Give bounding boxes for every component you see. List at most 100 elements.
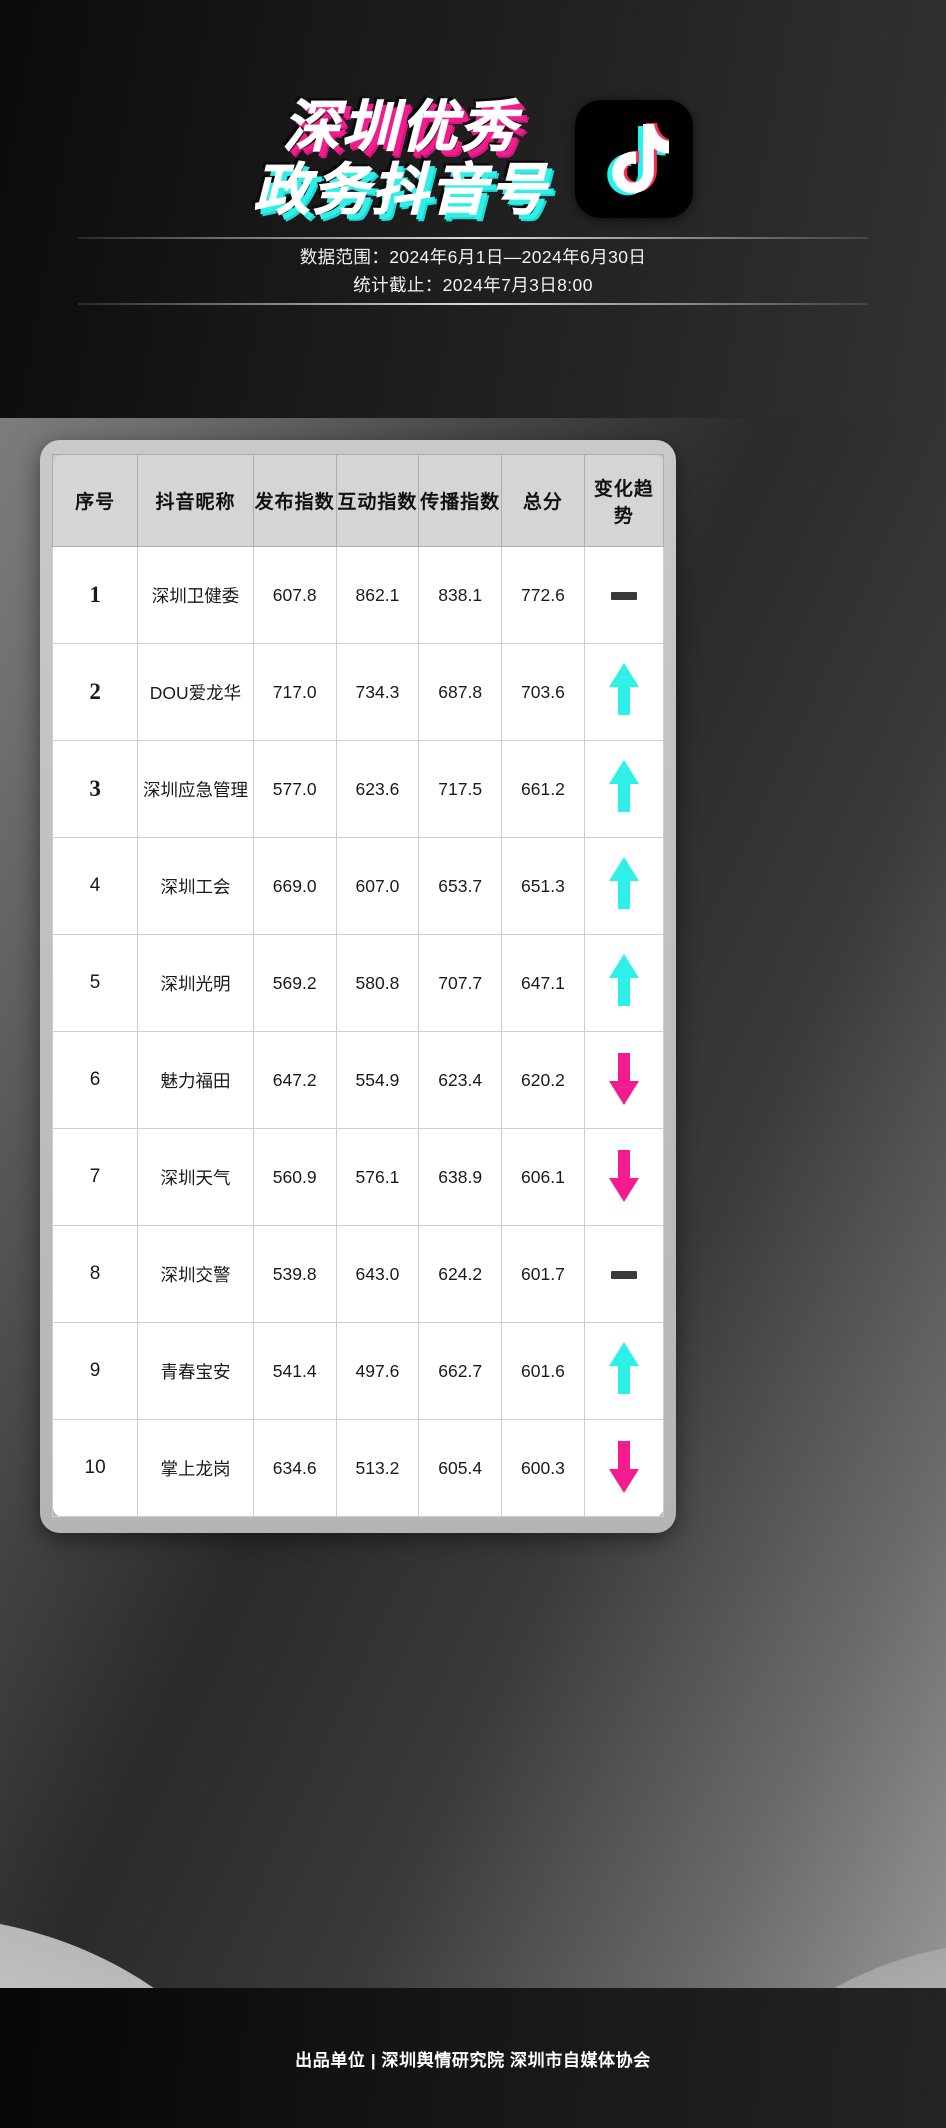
trend-down-icon: [608, 1148, 639, 1202]
cell-spread: 623.4: [418, 1031, 503, 1129]
cell-total: 606.1: [501, 1128, 585, 1226]
cell-name: 魅力福田: [137, 1031, 254, 1129]
table-row: 5 深圳光明 569.2 580.8 707.7 647.1: [51, 934, 665, 1032]
data-range-text: 数据范围：2024年6月1日—2024年6月30日: [299, 247, 647, 267]
cell-trend: [583, 643, 665, 741]
cell-spread: 605.4: [418, 1419, 503, 1517]
trend-flat-icon: [610, 591, 637, 600]
cell-trend: [583, 1128, 665, 1226]
tiktok-logo: [574, 99, 693, 218]
cell-total: 620.2: [501, 1031, 585, 1129]
table-row: 10 掌上龙岗 634.6 513.2 605.4 600.3: [51, 1419, 665, 1517]
ranking-table: 序号 抖音昵称 发布指数 互动指数 传播指数 总分 变化趋势 1 深圳卫健委 607…: [51, 454, 665, 1517]
cell-rank: 9: [51, 1322, 139, 1420]
divider-bottom: [78, 303, 868, 305]
cell-interact: 554.9: [335, 1031, 420, 1129]
table-row: 2 DOU爱龙华 717.0 734.3 687.8 703.6: [51, 643, 665, 741]
cell-publish: 607.8: [252, 546, 337, 644]
table-row: 3 深圳应急管理 577.0 623.6 717.5 661.2: [51, 740, 665, 838]
cell-publish: 541.4: [252, 1322, 337, 1420]
cell-interact: 623.6: [335, 740, 420, 838]
cell-spread: 687.8: [418, 643, 503, 741]
column-header-publish: 发布指数: [252, 454, 337, 547]
table-row: 1 深圳卫健委 607.8 862.1 838.1 772.6: [51, 546, 665, 644]
cell-rank: 3: [51, 740, 139, 838]
cell-rank: 1: [51, 546, 139, 644]
trend-up-icon: [608, 662, 639, 717]
cell-total: 600.3: [501, 1419, 585, 1517]
cutoff-text: 统计截止：2024年7月3日8:00: [353, 275, 593, 295]
cell-trend: [583, 934, 665, 1032]
table-row: 8 深圳交警 539.8 643.0 624.2 601.7: [51, 1225, 665, 1323]
cell-publish: 634.6: [252, 1419, 337, 1517]
poster-footer: 出品单位 | 深圳舆情研究院 深圳市自媒体协会: [0, 1988, 946, 2128]
cell-interact: 580.8: [335, 934, 420, 1032]
cell-rank: 2: [51, 643, 139, 741]
trend-flat-icon: [610, 1270, 637, 1279]
cell-spread: 707.7: [418, 934, 503, 1032]
cell-interact: 734.3: [335, 643, 420, 741]
cell-name: 深圳工会: [137, 837, 254, 935]
cell-publish: 717.0: [252, 643, 337, 741]
cell-name: 深圳应急管理: [137, 740, 254, 838]
cell-interact: 643.0: [335, 1225, 420, 1323]
column-header-name: 抖音昵称: [137, 454, 254, 547]
cell-total: 661.2: [501, 740, 585, 838]
column-header-spread: 传播指数: [418, 454, 503, 547]
cell-name: 深圳光明: [137, 934, 254, 1032]
cell-publish: 669.0: [252, 837, 337, 935]
cell-publish: 539.8: [252, 1225, 337, 1323]
cell-spread: 838.1: [418, 546, 503, 644]
table-head: 序号 抖音昵称 发布指数 互动指数 传播指数 总分 变化趋势: [51, 454, 665, 547]
table-header-row: 序号 抖音昵称 发布指数 互动指数 传播指数 总分 变化趋势: [51, 454, 665, 547]
footer-credits: 出品单位 | 深圳舆情研究院 深圳市自媒体协会: [295, 2050, 651, 2070]
trend-up-icon: [608, 856, 639, 911]
title-block: 深圳优秀 政务抖音号: [253, 95, 549, 221]
cell-total: 601.6: [501, 1322, 585, 1420]
cell-interact: 607.0: [335, 837, 420, 935]
column-header-interact: 互动指数: [335, 454, 420, 547]
cell-trend: [583, 1031, 665, 1129]
table-row: 9 青春宝安 541.4 497.6 662.7 601.6: [51, 1322, 665, 1420]
cell-rank: 7: [51, 1128, 139, 1226]
cell-trend: [583, 740, 665, 838]
cell-rank: 8: [51, 1225, 139, 1323]
cell-interact: 862.1: [335, 546, 420, 644]
cell-publish: 647.2: [252, 1031, 337, 1129]
cell-name: 深圳天气: [137, 1128, 254, 1226]
cell-name: 掌上龙岗: [137, 1419, 254, 1517]
cell-total: 647.1: [501, 934, 585, 1032]
cell-rank: 6: [51, 1031, 139, 1129]
cell-rank: 5: [51, 934, 139, 1032]
cell-trend: [583, 1322, 665, 1420]
page-title-line2: 政务抖音号: [253, 157, 549, 221]
page-title-line1: 深圳优秀: [283, 95, 519, 158]
cell-spread: 717.5: [418, 740, 503, 838]
table-row: 7 深圳天气 560.9 576.1 638.9 606.1: [51, 1128, 665, 1226]
cell-rank: 4: [51, 837, 139, 935]
column-header-rank: 序号: [51, 454, 139, 547]
table-body: 1 深圳卫健委 607.8 862.1 838.1 772.6 2 DOU爱龙华 717.0 73…: [51, 546, 665, 1517]
trend-up-icon: [608, 1341, 639, 1396]
trend-up-icon: [608, 759, 639, 814]
cell-trend: [583, 546, 665, 644]
cell-trend: [583, 1419, 665, 1517]
cell-spread: 653.7: [418, 837, 503, 935]
table-row: 6 魅力福田 647.2 554.9 623.4 620.2: [51, 1031, 665, 1129]
cell-total: 601.7: [501, 1225, 585, 1323]
cell-publish: 577.0: [252, 740, 337, 838]
column-header-total: 总分: [501, 454, 585, 547]
cell-publish: 560.9: [252, 1128, 337, 1226]
trend-down-icon: [608, 1439, 639, 1493]
cell-total: 772.6: [501, 546, 585, 644]
cell-interact: 497.6: [335, 1322, 420, 1420]
title-row: 深圳优秀 政务抖音号: [0, 95, 946, 221]
cell-interact: 576.1: [335, 1128, 420, 1226]
cell-spread: 624.2: [418, 1225, 503, 1323]
cell-publish: 569.2: [252, 934, 337, 1032]
trend-up-icon: [608, 953, 639, 1008]
cell-trend: [583, 837, 665, 935]
table-row: 4 深圳工会 669.0 607.0 653.7 651.3: [51, 837, 665, 935]
trend-down-icon: [608, 1051, 639, 1105]
